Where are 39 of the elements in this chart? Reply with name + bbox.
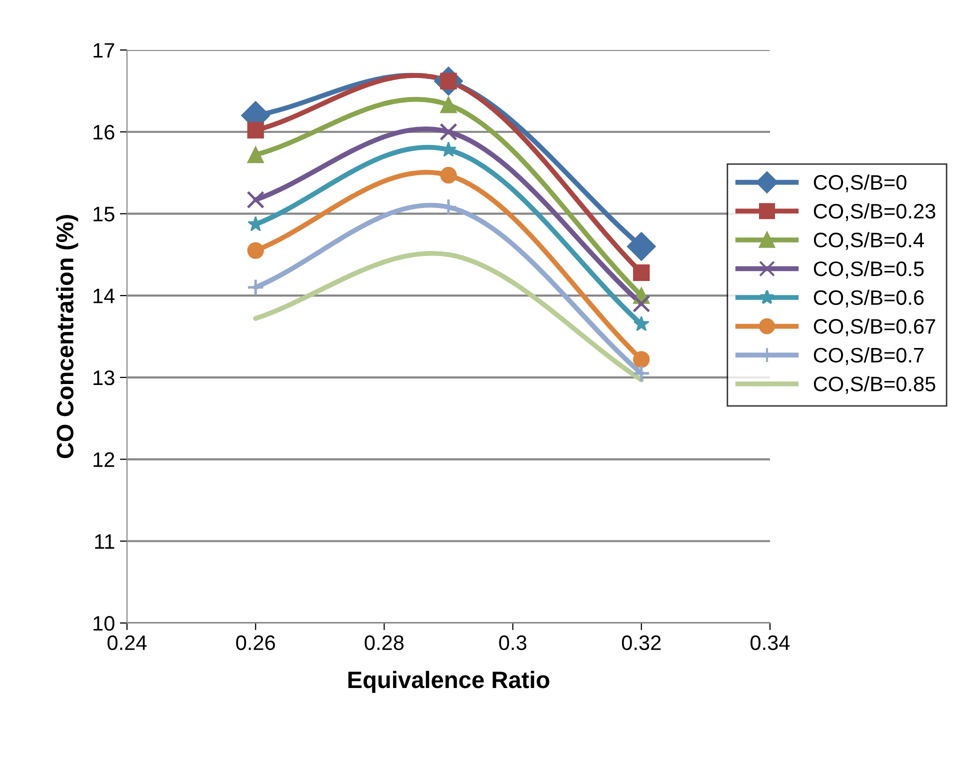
x-tick-label: 0.24	[108, 635, 147, 650]
x-tick-label: 0.28	[364, 635, 404, 650]
point	[440, 166, 457, 184]
point	[632, 364, 650, 382]
point	[633, 316, 650, 332]
x-tick-label: 0.34	[750, 635, 790, 650]
point	[247, 122, 264, 139]
point	[440, 96, 457, 114]
point	[633, 264, 650, 281]
legend-label: CO,S/B=0.4	[814, 232, 924, 250]
x-axis-title: Equivalence Ratio	[348, 670, 550, 693]
y-tick-label: 13	[94, 370, 114, 386]
point	[633, 351, 650, 368]
point	[626, 232, 656, 261]
x-tick-label: 0.26	[236, 635, 275, 650]
y-tick-label: 16	[94, 124, 114, 140]
legend-label: CO,S/B=0.5	[814, 260, 924, 279]
legend-label: CO,S/B=0.23	[814, 203, 936, 222]
point	[632, 294, 650, 313]
legend-label: CO,S/B=0	[814, 174, 906, 192]
point	[246, 190, 264, 209]
x-tick-label: 0.3	[499, 635, 526, 650]
y-tick-label: 10	[94, 616, 114, 631]
x-tick-label: 0.32	[622, 635, 661, 650]
y-tick-label: 17	[94, 43, 114, 58]
point	[247, 146, 264, 164]
legend-label: CO,S/B=0.6	[814, 290, 924, 308]
y-tick-label: 12	[94, 452, 114, 467]
y-tick-label: 15	[94, 206, 114, 222]
legend-label: CO,S/B=0.67	[814, 318, 936, 336]
point	[246, 278, 264, 296]
y-axis-title: CO Concentration (%)	[56, 215, 78, 458]
y-tick-label: 14	[94, 288, 115, 304]
legend-label: CO,S/B=0.85	[814, 376, 936, 394]
point	[440, 198, 458, 216]
legend-label: CO,S/B=0.7	[814, 347, 924, 366]
point	[247, 242, 264, 259]
y-tick-label: 11	[95, 534, 114, 549]
point	[440, 122, 458, 141]
